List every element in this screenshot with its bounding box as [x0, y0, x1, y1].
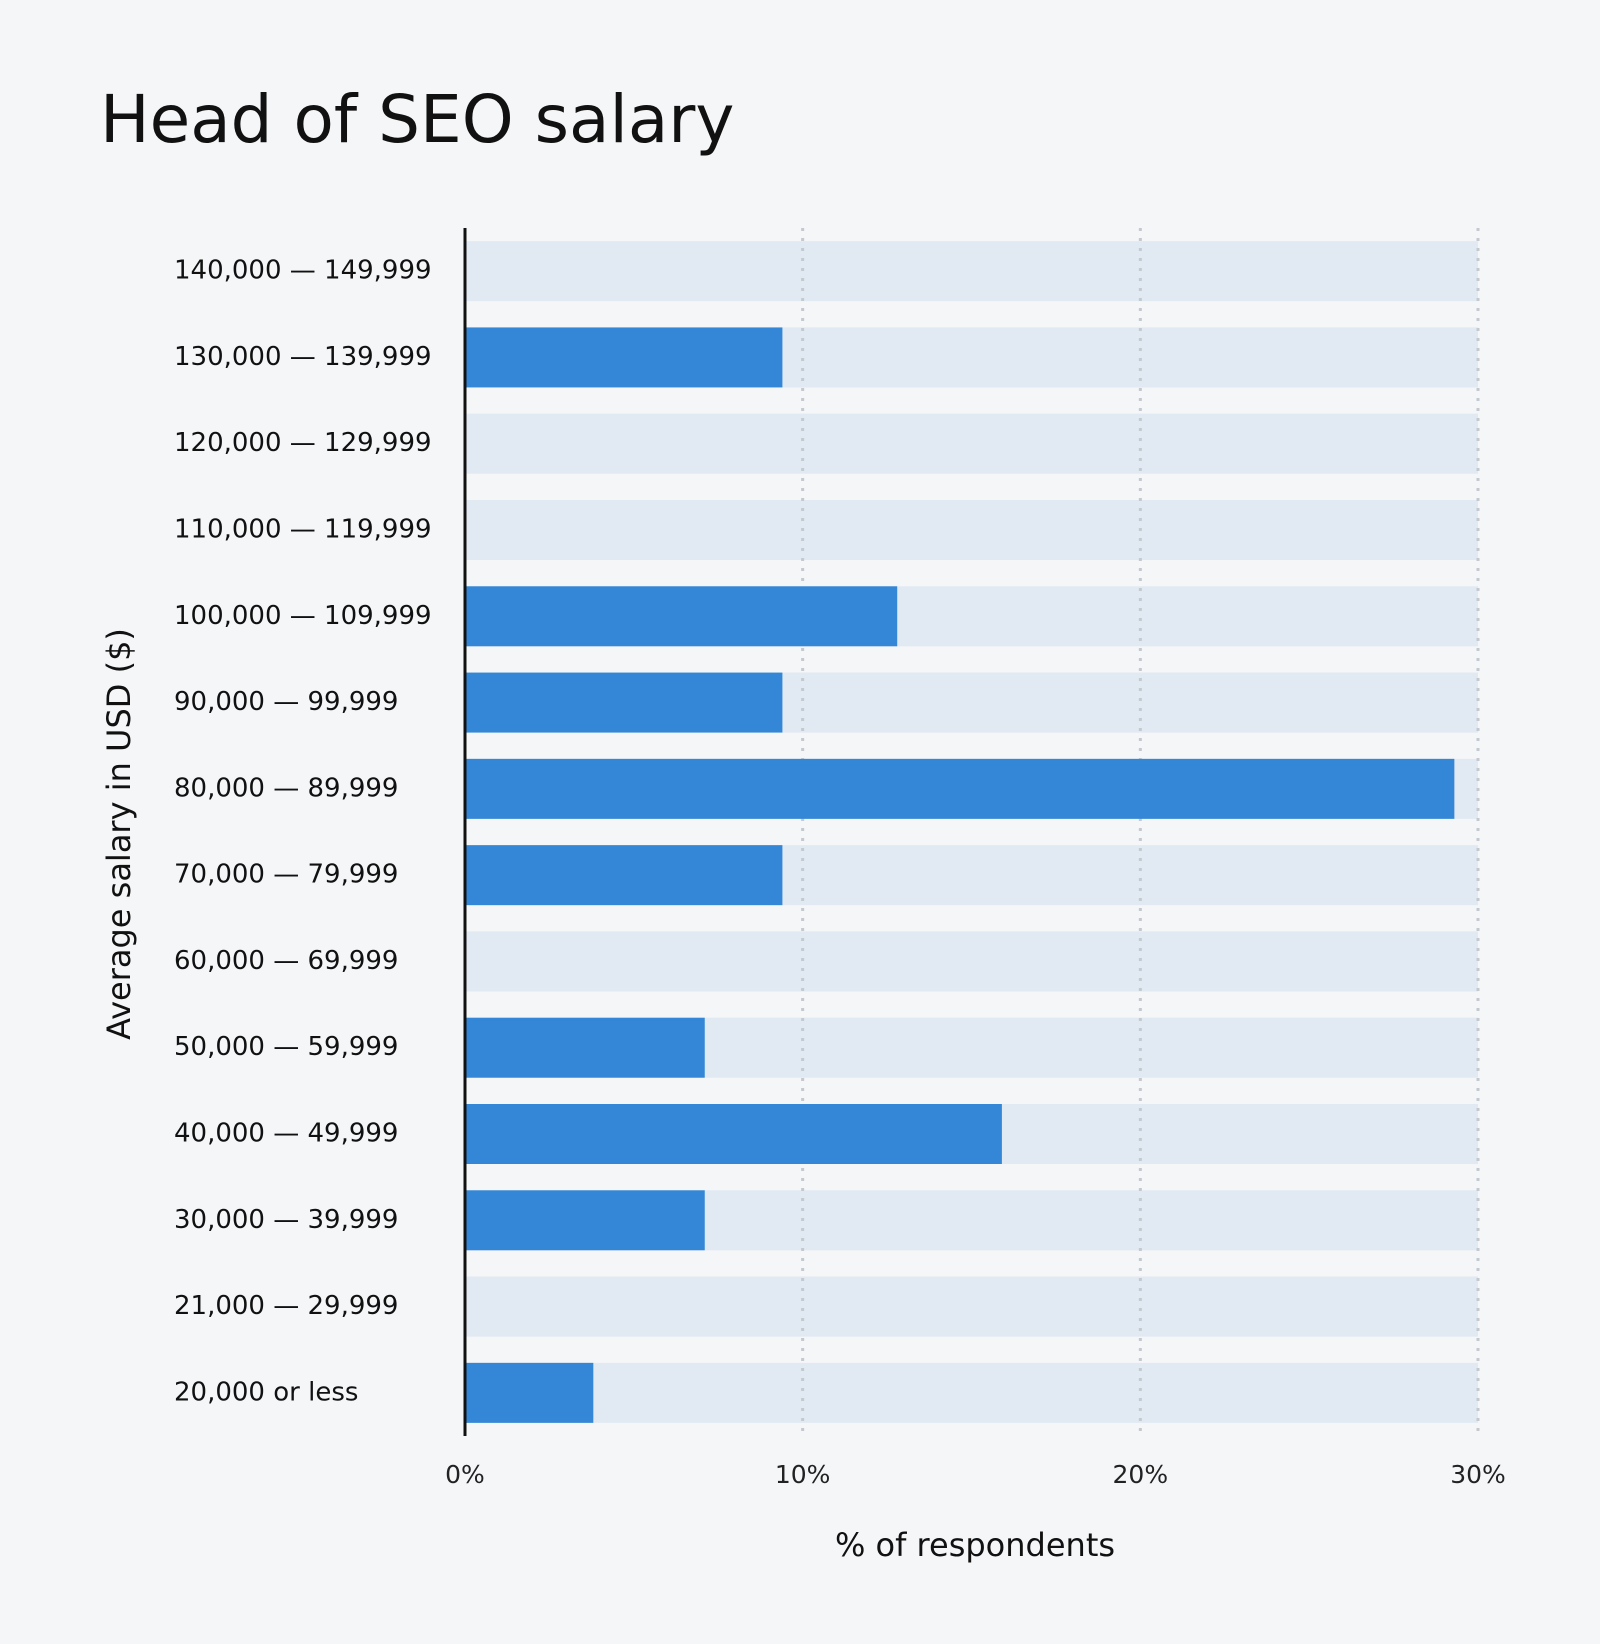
bar-track [465, 931, 1478, 992]
x-tick-label: 30% [1450, 1460, 1506, 1489]
bar [465, 586, 898, 647]
x-tick-label: 20% [1113, 1460, 1169, 1489]
bar [465, 1190, 705, 1251]
y-tick-label: 130,000 — 139,999 [174, 342, 432, 372]
bar-track [465, 1276, 1478, 1337]
y-tick-label: 40,000 — 49,999 [174, 1119, 398, 1149]
y-tick-label: 50,000 — 59,999 [174, 1032, 398, 1062]
y-tick-label: 60,000 — 69,999 [174, 946, 398, 976]
x-axis-label: % of respondents [835, 1526, 1115, 1564]
y-tick-label: 100,000 — 109,999 [174, 601, 432, 631]
y-tick-label: 30,000 — 39,999 [174, 1205, 398, 1235]
y-tick-label: 140,000 — 149,999 [174, 256, 432, 286]
bar [465, 1362, 594, 1423]
bar-track [465, 413, 1478, 474]
bar [465, 327, 783, 388]
y-axis-label: Average salary in USD ($) [100, 628, 138, 1040]
y-tick-label: 21,000 — 29,999 [174, 1291, 398, 1321]
x-tick-label: 10% [775, 1460, 831, 1489]
bar-track [465, 1362, 1478, 1423]
x-tick-label: 0% [445, 1460, 485, 1489]
chart-title: Head of SEO salary [100, 81, 734, 158]
bar [465, 758, 1455, 819]
y-tick-label: 110,000 — 119,999 [174, 515, 432, 545]
y-tick-label: 80,000 — 89,999 [174, 773, 398, 803]
bar [465, 1104, 1002, 1164]
y-tick-label: 70,000 — 79,999 [174, 860, 398, 890]
y-tick-label: 90,000 — 99,999 [174, 687, 398, 717]
bar-track [465, 500, 1478, 560]
y-tick-label: 20,000 or less [174, 1377, 358, 1407]
bar-track [465, 241, 1478, 302]
bar [465, 845, 783, 906]
y-tick-label: 120,000 — 129,999 [174, 428, 432, 458]
bar [465, 672, 783, 733]
bar [465, 1017, 705, 1078]
